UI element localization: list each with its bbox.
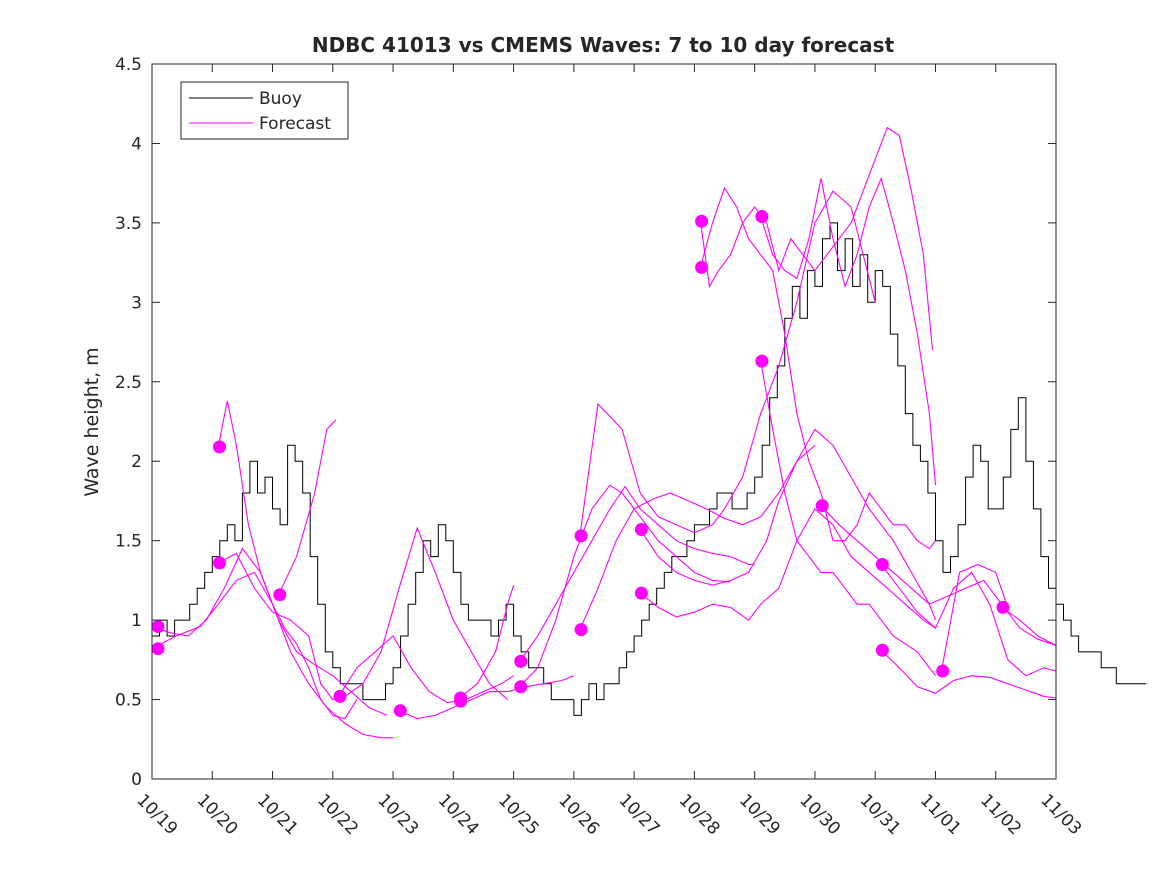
forecast-marker xyxy=(213,440,226,454)
marker-layer xyxy=(151,210,1010,718)
forecast-marker xyxy=(695,214,709,228)
plot-area: 00.511.522.533.544.510/19 10/20 10/21 10/22… xyxy=(115,55,1147,839)
forecast-marker xyxy=(996,600,1010,614)
plot-background xyxy=(152,64,1056,779)
forecast-marker xyxy=(634,523,648,536)
forecast-marker xyxy=(333,689,347,703)
forecast-line xyxy=(1001,606,1057,646)
forecast-marker xyxy=(273,588,287,602)
buoy-line xyxy=(152,222,1147,716)
y-tick-label: 3.5 xyxy=(115,214,142,234)
forecast-line xyxy=(217,400,358,720)
legend-box xyxy=(180,81,349,140)
forecast-marker xyxy=(755,210,769,223)
forecast-line xyxy=(639,428,937,621)
y-tick-label: 1.5 xyxy=(115,532,142,552)
forecast-line xyxy=(699,126,934,351)
y-tick-label: 4.5 xyxy=(115,55,142,75)
y-axis-label: Wave height, m xyxy=(81,347,103,496)
forecast-line xyxy=(760,361,936,677)
forecast-line xyxy=(519,484,731,688)
y-tick-label: 1 xyxy=(131,611,142,631)
forecast-line xyxy=(151,571,394,739)
forecast-marker xyxy=(875,558,889,571)
forecast-line xyxy=(519,485,755,662)
forecast-line xyxy=(940,563,1009,672)
forecast-line xyxy=(639,508,936,629)
forecast-line xyxy=(579,444,816,630)
y-tick-label: 2.5 xyxy=(115,373,142,393)
forecast-line xyxy=(760,176,937,486)
forecast-line xyxy=(579,190,876,536)
forecast-marker xyxy=(454,694,468,708)
forecast-line xyxy=(338,635,514,704)
forecast-marker xyxy=(151,620,165,633)
y-tick-label: 3 xyxy=(131,293,142,313)
forecast-line xyxy=(459,585,515,699)
y-tick-label: 0.5 xyxy=(115,691,142,711)
forecast-line xyxy=(398,675,575,720)
forecast-marker xyxy=(695,260,709,274)
forecast-line xyxy=(699,186,936,550)
forecast-marker xyxy=(574,623,588,637)
y-tick-label: 4 xyxy=(131,134,142,154)
forecast-marker xyxy=(755,354,769,368)
plot-frame xyxy=(151,63,1057,780)
forecast-marker xyxy=(815,499,829,513)
series-layer xyxy=(151,126,1147,739)
forecast-marker xyxy=(514,654,528,668)
forecast-marker xyxy=(514,680,528,694)
chart-title: NDBC 41013 vs CMEMS Waves: 7 to 10 day f… xyxy=(312,33,895,57)
forecast-marker xyxy=(634,586,648,600)
forecast-marker xyxy=(574,529,588,543)
forecast-line xyxy=(880,649,1057,699)
legend-forecast-label: Forecast xyxy=(259,114,331,134)
forecast-line xyxy=(278,419,337,595)
forecast-marker xyxy=(875,643,889,657)
forecast-line xyxy=(218,526,508,701)
legend-buoy-label: Buoy xyxy=(259,89,302,109)
forecast-marker xyxy=(393,704,407,718)
forecast-marker xyxy=(936,664,950,678)
legend: Buoy Forecast xyxy=(180,81,349,140)
forecast-marker xyxy=(151,642,165,656)
y-tick-label: 2 xyxy=(131,452,142,472)
forecast-line xyxy=(820,505,1057,647)
forecast-line xyxy=(880,564,1057,677)
forecast-marker xyxy=(213,556,226,570)
y-tick-label: 0 xyxy=(131,770,142,790)
